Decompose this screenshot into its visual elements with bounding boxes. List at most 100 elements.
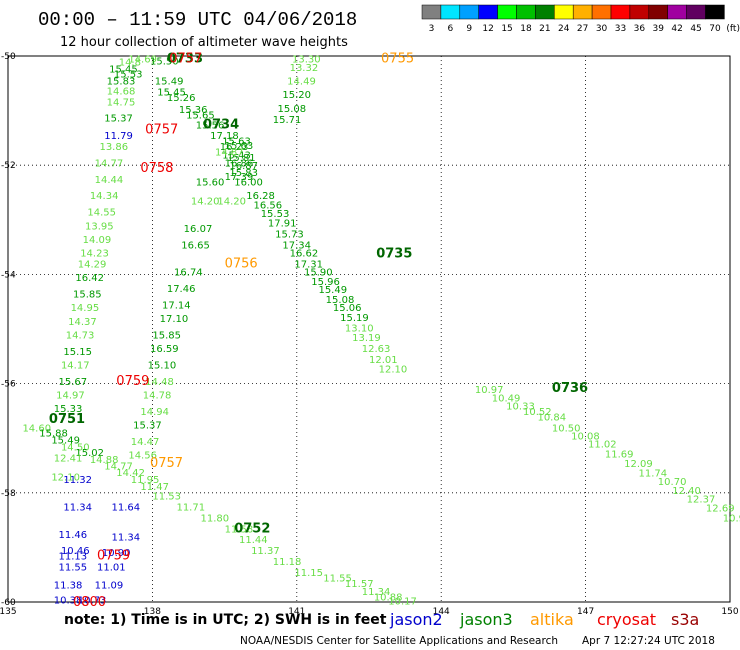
wave-height-value: 14.87 [215,148,244,159]
colorbar-swatch [629,4,650,20]
wave-height-value: 13.10 [345,323,374,334]
y-tick-label: -60 [1,598,16,608]
wave-height-value: 11.34 [362,587,391,598]
wave-height-value: 14.60 [22,423,51,434]
wave-height-value: 16.00 [234,178,263,189]
wave-height-value: 11.38 [54,581,83,592]
wave-height-value: 15.50 [150,56,179,67]
wave-height-value: 15.60 [196,178,225,189]
footer-timestamp: Apr 7 12:27:24 UTC 2018 [582,635,715,647]
jason3-pass-time-label: 0751 [49,412,85,427]
wave-height-value: 11.13 [59,552,88,563]
colorbar-swatch [440,4,461,20]
wave-height-value: 15.63 [222,137,251,148]
wave-height-value: 16.28 [246,191,275,202]
wave-height-value: 11.46 [59,530,88,541]
wave-height-value: 16.65 [181,240,210,251]
altika-pass-time-label: 0756 [225,256,258,271]
wave-height-value: 16.86 [225,158,254,169]
footer-note: note: 1) Time is in UTC; 2) SWH is in fe… [64,612,387,628]
wave-height-value: 14.75 [107,97,136,108]
legend-entry-jason3: jason3 [459,610,513,629]
cryosat-pass-time-label: 0759 [116,374,149,389]
wave-height-value: 11.18 [273,557,302,568]
wave-height-value: 14.68 [107,86,136,97]
colorbar-swatch [705,4,725,20]
wave-height-value: 14.56 [128,451,157,462]
wave-height-value: 15.45 [109,65,138,76]
legend-entry-cryosat: cryosat [597,610,656,629]
chart-title: 00:00 – 11:59 UTC 04/06/2018 [38,9,357,31]
wave-height-value: 14.20 [191,197,220,208]
wave-height-value: 17.10 [160,314,189,325]
wave-height-value: 15.81 [227,153,256,164]
wave-height-value: 16.56 [253,201,282,212]
wave-height-value: 11.58 [225,524,254,535]
wave-height-value: 12.37 [687,494,716,505]
colorbar-legend: 3 6 9 12 15 18 21 24 27 30 33 36 39 42 45 70 (ft) [421,4,740,34]
wave-height-value: 14.29 [78,259,107,270]
x-tick-label: 135 [0,607,17,617]
wave-height-value: 15.15 [63,347,92,358]
wave-height-value: 15.49 [155,77,184,88]
wave-height-value: 11.15 [294,568,323,579]
y-tick-label: -50 [1,52,16,62]
colorbar-tick-label: 36 [634,24,646,34]
wave-height-value: 12.69 [706,504,735,515]
wave-height-value: 12.63 [362,344,391,355]
legend-entry-altika: altika [530,610,574,629]
wave-height-value: 11.44 [239,535,268,546]
wave-height-value: 12.10 [379,364,408,375]
wave-height-value: 14.55 [87,208,116,219]
wave-height-value: 14.8 [119,57,141,68]
colorbar-swatch [686,4,706,20]
colorbar-tick-label: 15 [501,24,512,34]
wave-height-value: 15.88 [39,429,68,440]
colorbar-swatch [459,4,479,20]
wave-height-value: 14.78 [143,391,172,402]
wave-height-value: 15.85 [73,290,102,301]
wave-height-value: 14.37 [68,317,97,328]
wave-height-value: 11.34 [63,502,92,513]
wave-height-value: 16.74 [174,268,203,279]
colorbar-swatch [572,4,593,20]
wave-height-value: 16.87 [229,161,258,172]
jason3-pass-time-label: 0752 [234,521,270,536]
wave-height-value: 17.39 [225,172,254,183]
wave-height-value: 12.09 [624,459,653,470]
wave-height-value: 17.34 [282,240,311,251]
wave-height-value: 14.77 [95,158,124,169]
x-tick-label: 144 [433,607,450,617]
colorbar-swatch [535,4,555,20]
colorbar-swatch [497,4,517,20]
colorbar-tick-label: 3 [429,24,435,34]
wave-height-value: 15.37 [104,114,133,125]
colorbar-swatch [591,4,612,20]
wave-height-value: 11.02 [588,440,617,451]
wave-height-value: 11.55 [59,563,88,574]
wave-height-value: 11.47 [140,482,169,493]
wave-height-value: 15.19 [340,313,369,324]
wave-height-value: 14.97 [56,391,85,402]
wave-height-value: 15.65 [186,110,215,121]
wave-height-value: 11.37 [251,546,280,557]
wave-height-value: 13.86 [99,142,128,153]
wave-height-value: 10.92 [723,513,740,524]
wave-height-value: 14.94 [140,407,169,418]
wave-height-value: 10.50 [552,423,581,434]
wave-height-value: 11.32 [63,475,92,486]
wave-height-value: 15.73 [275,229,304,240]
wave-height-value: 15.49 [51,435,80,446]
wave-height-value: 11.79 [104,131,133,142]
y-tick-label: -58 [1,489,16,499]
wave-height-value: 15.36 [179,105,208,116]
wave-height-value: 17.18 [210,131,239,142]
wave-height-value: 14.95 [71,303,100,314]
wave-height-value: 15.37 [133,421,162,432]
wave-height-value: 16.59 [150,344,179,355]
colorbar-swatch [667,4,687,20]
jason3-pass-time-label: 0736 [552,381,588,396]
wave-height-value: 10.33 [506,401,535,412]
